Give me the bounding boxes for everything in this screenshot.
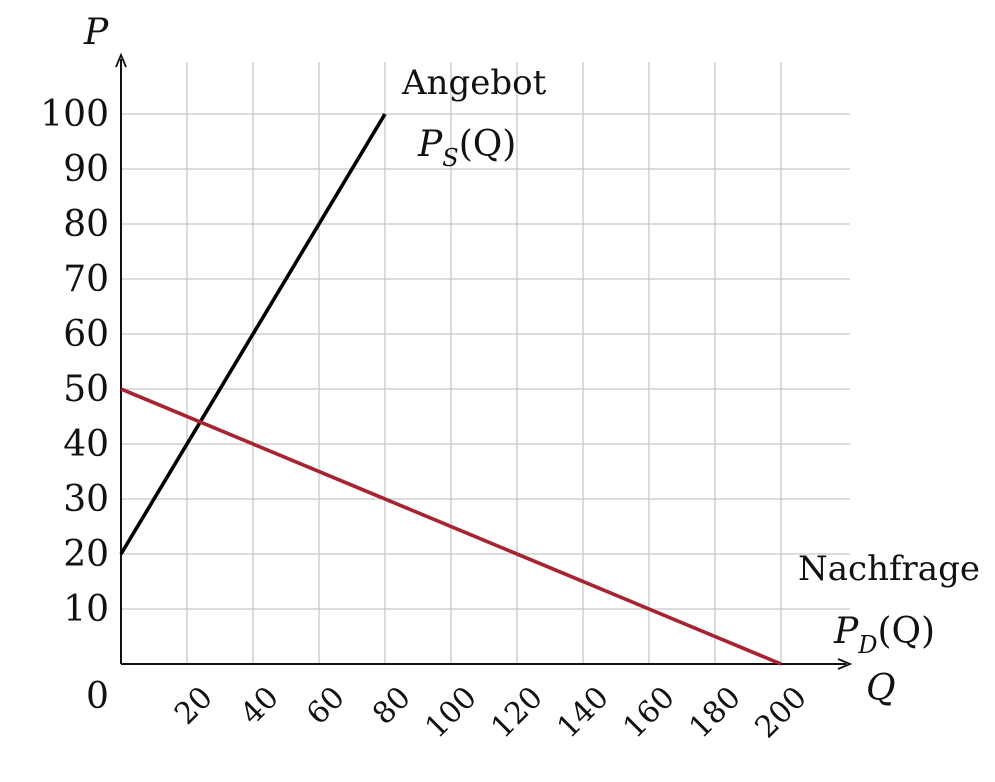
x-axis-arrow — [837, 658, 853, 670]
x-tick-label: 20 — [168, 680, 220, 732]
y-tick-label: 20 — [63, 534, 109, 575]
supply-line — [119, 113, 387, 555]
y-tick-label: 30 — [63, 479, 109, 520]
x-tick-label: 120 — [485, 680, 550, 745]
series-lines — [119, 113, 782, 666]
demand-formula: PD(Q) — [833, 611, 935, 659]
y-tick-label: 50 — [63, 369, 109, 410]
x-tick-label: 100 — [419, 680, 484, 745]
y-tick-label: 40 — [63, 424, 109, 465]
x-tick-label: 60 — [300, 680, 352, 732]
y-tick-label: 60 — [63, 314, 109, 355]
y-tick-label: 70 — [63, 259, 109, 300]
grid — [121, 62, 850, 664]
x-tick-label: 160 — [617, 680, 682, 745]
y-tick-label: 90 — [63, 149, 109, 190]
origin-label: 0 — [86, 676, 109, 717]
y-axis-label: P — [83, 12, 109, 53]
y-tick-label: 80 — [63, 204, 109, 245]
x-tick-label: 80 — [366, 680, 418, 732]
y-tick-label: 100 — [40, 94, 109, 135]
x-tick-label: 140 — [551, 680, 616, 745]
x-tick-label: 180 — [683, 680, 748, 745]
x-tick-label: 40 — [234, 680, 286, 732]
supply-label: Angebot — [401, 63, 547, 103]
demand-label: Nachfrage — [798, 549, 980, 589]
y-axis-arrow — [115, 52, 127, 68]
axes — [115, 52, 853, 670]
x-tick-label: 200 — [749, 680, 814, 745]
supply-formula: PS(Q) — [417, 124, 516, 172]
y-tick-label: 10 — [63, 589, 109, 630]
x-axis-label: Q — [866, 668, 896, 709]
demand-line — [120, 387, 782, 666]
